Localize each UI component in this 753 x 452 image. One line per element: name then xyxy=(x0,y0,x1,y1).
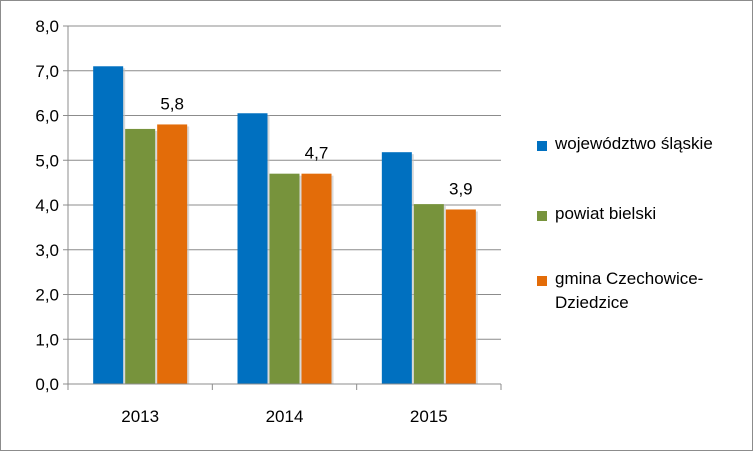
x-tick-label: 2013 xyxy=(121,407,159,426)
bar xyxy=(445,209,476,384)
data-label: 5,8 xyxy=(160,94,184,113)
y-tick-label: 0,0 xyxy=(35,375,59,394)
legend-swatch-blue xyxy=(537,141,547,151)
x-tick-label: 2014 xyxy=(266,407,304,426)
y-tick-label: 3,0 xyxy=(35,241,59,260)
legend-item-powiat: powiat bielski xyxy=(537,204,740,226)
legend-label: gmina Czechowice- Dziedzice xyxy=(555,269,704,312)
bar xyxy=(301,173,332,384)
data-label: 3,9 xyxy=(449,179,473,198)
y-tick-label: 6,0 xyxy=(35,107,59,126)
legend-item-gmina: gmina Czechowice- Dziedzice xyxy=(537,269,740,315)
bar xyxy=(125,128,156,384)
bar xyxy=(93,66,124,385)
y-tick-label: 5,0 xyxy=(35,151,59,170)
legend-label: powiat bielski xyxy=(555,204,657,223)
data-label: 4,7 xyxy=(305,144,329,163)
bar xyxy=(157,124,188,384)
bar xyxy=(237,113,268,384)
y-tick-label: 2,0 xyxy=(35,286,59,305)
legend-swatch-orange xyxy=(537,276,547,286)
y-tick-label: 1,0 xyxy=(35,330,59,349)
bar xyxy=(269,173,300,384)
legend-swatch-green xyxy=(537,211,547,221)
x-tick-label: 2015 xyxy=(410,407,448,426)
bar xyxy=(381,152,412,384)
y-tick-label: 7,0 xyxy=(35,62,59,81)
legend-item-wojewodztwo: województwo śląskie xyxy=(537,134,740,156)
legend-label: województwo śląskie xyxy=(555,134,713,153)
y-tick-label: 8,0 xyxy=(35,17,59,36)
y-tick-label: 4,0 xyxy=(35,196,59,215)
bar xyxy=(413,204,444,384)
